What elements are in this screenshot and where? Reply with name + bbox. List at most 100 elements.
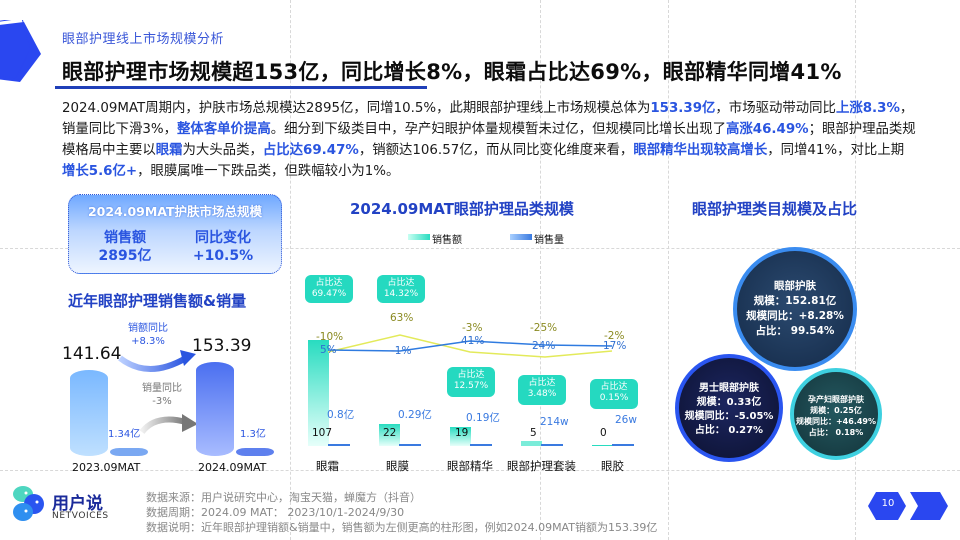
share-card: 占比达 12.57% [447,367,495,397]
category-label: 眼部护理套装 [507,459,576,473]
body-text: ，眼膜属唯一下跌品类，但跌幅较小为1%。 [137,164,400,179]
sales-column: 销售额 2895亿 [75,229,175,265]
bar-volume-2024 [236,448,274,456]
arrow-right-icon [140,414,198,434]
period-label-2024: 2024.09MAT [198,461,267,474]
page-subtitle: 眼部护理线上市场规模分析 [62,32,225,47]
share-card: 占比达 69.47% [305,275,353,303]
category-label: 眼膜 [386,459,409,473]
share-card: 占比达 3.48% [518,375,566,405]
legend-sales-swatch [408,234,430,240]
grid-line [0,470,960,471]
yoy-value: +10.5% [192,248,254,264]
data-note: 数据说明：近年眼部护理销额&销量中，销售额为左侧更高的柱形图，例如2024.09… [146,521,658,534]
brand-logo-icon [13,486,44,521]
bubble-eye-skincare: 眼部护肤 规模：152.81亿 规模同比：+8.28% 占比： 99.54% [733,247,857,371]
volume-bar [541,444,563,446]
left-chart-title: 近年眼部护理销售额&销量 [68,292,247,310]
volume-yoy-annotation: 销量同比 -3% [142,382,182,408]
bar-value-2023: 141.64 [62,344,122,364]
body-text: ，销额达106.57亿，而从同比变化维度来看， [358,143,634,158]
volume-yoy-point: 24% [532,340,556,352]
bubble-men-eye-skincare: 男士眼部护肤 规模：0.33亿 规模同比：-5.05% 占比： 0.27% [675,354,783,462]
grid-line [290,0,291,540]
bubble-maternity-eye-skincare: 孕产妇眼部护肤 规模：0.25亿 规模同比：+46.49% 占比： 0.18% [790,368,882,460]
highlight-text: 整体客单价提高 [176,122,271,137]
mid-chart-title: 2024.09MAT眼部护理品类规模 [350,200,574,218]
category-label: 眼胶 [601,459,624,473]
arrow-up-icon [118,350,196,372]
volume-value-label: 0.8亿 [327,409,355,421]
grid-line [855,0,856,540]
volume-value-label: 0.29亿 [398,409,432,421]
market-summary-box: 2024.09MAT护肤市场总规模 销售额 2895亿 同比变化 +10.5% [68,194,282,274]
body-text: ，销量同比下滑3%， [62,101,914,137]
sales-value: 2895亿 [98,248,152,264]
body-text: ；眼部护理品类规模格局中主要以 [62,122,916,158]
category-label: 眼部精华 [447,459,493,473]
volume-value-label: 214w [540,416,569,428]
volume-label-2023: 1.34亿 [108,429,141,440]
grid-line [0,248,960,249]
bar-value-2024: 153.39 [192,336,252,356]
legend-volume-label: 销售量 [534,235,564,246]
volume-yoy-point: -1% [391,345,412,357]
volume-bar [470,444,492,446]
sales-bar [592,445,613,446]
volume-yoy-point: 5% [320,344,337,356]
hexagon-logo-icon [0,20,41,82]
highlight-text: 眼霜 [155,143,183,158]
sales-yoy-point: -2% [604,330,625,342]
sales-yoy-annotation: 销额同比 +8.3% [128,322,168,348]
volume-yoy-value: -3% [152,396,172,407]
highlight-text: 153.39亿 [650,101,716,116]
bar-sales-2024 [196,362,234,456]
highlight-text: 占比达69.47% [262,143,359,158]
volume-bar [612,444,634,446]
share-card: 占比达 0.15% [590,379,638,409]
right-chart-title: 眼部护理类目规模及占比 [692,200,858,218]
body-text: ，市场驱动带动同比 [715,101,836,116]
sales-bar [308,340,329,446]
sales-yoy-point: 63% [390,312,414,324]
volume-bar [328,444,350,446]
data-period: 数据周期：2024.09 MAT： 2023/10/1-2024/9/30 [146,506,405,519]
sales-yoy-point: -3% [462,322,483,334]
sales-value-label: 19 [455,427,469,439]
body-text: ，同增41%，对比上期 [767,143,905,158]
highlight-text: 增长5.6亿+ [62,164,138,179]
volume-yoy-label: 销量同比 [142,383,182,394]
highlight-text: 高涨46.49% [726,122,809,137]
legend-volume-swatch [510,234,532,240]
headline-underline [55,86,427,89]
sales-yoy-point: -10% [316,331,344,343]
volume-value-label: 0.19亿 [466,412,500,424]
grid-line [540,0,541,540]
sales-yoy-value: +8.3% [131,336,165,347]
brand-name: 用户说 [52,494,103,514]
page-number: 10 [881,498,895,509]
page-badge [868,492,948,520]
highlight-text: 眼部精华出现较高增长 [633,143,768,158]
bar-volume-2023 [110,448,148,456]
yoy-label: 同比变化 [195,230,251,246]
sales-bar [450,427,471,446]
footer-notes: 数据来源：用户说研究中心，淘宝天猫，蝉魔方（抖音） 数据周期：2024.09 M… [146,490,657,535]
volume-label-2024: 1.3亿 [240,429,266,440]
volume-yoy-point: 17% [603,340,627,352]
sales-value-label: 22 [383,427,397,439]
highlight-text: 上涨8.3% [835,101,900,116]
brand-name-en: NETVOICES [52,511,109,521]
yoy-column: 同比变化 +10.5% [173,229,273,265]
category-label: 眼霜 [316,459,339,473]
data-source: 数据来源：用户说研究中心，淘宝天猫，蝉魔方（抖音） [146,491,421,504]
body-text: 为大头品类， [182,143,263,158]
grid-line [668,0,669,540]
sales-yoy-label: 销额同比 [128,323,168,334]
sales-value-label: 107 [312,427,333,439]
volume-bar [399,444,421,446]
legend-sales-label: 销售额 [432,235,462,246]
page-headline: 眼部护理市场规模超153亿，同比增长8%，眼霜占比达69%，眼部精华同增41% [62,60,842,84]
volume-value-label: 26w [615,414,637,426]
bar-sales-2023 [70,370,108,456]
